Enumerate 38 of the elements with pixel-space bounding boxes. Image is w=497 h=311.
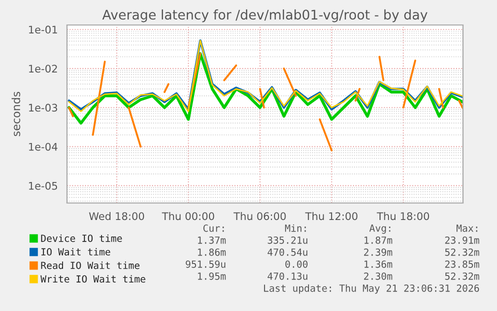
text: 951.59u: [186, 260, 226, 268]
text: Last update: Thu May 21 23:06:31 2026: [264, 284, 479, 294]
legend-label: Read IO Wait time: [41, 262, 140, 270]
y-tick-label: 1e-02: [29, 64, 57, 73]
text: 2.39m: [364, 248, 392, 256]
chart-title: Average latency for /dev/mlab01-vg/root - by day: [102, 9, 428, 22]
line-series: [68, 52, 463, 125]
x-tick-label: Thu 18:00: [376, 212, 430, 220]
text: 1.36m: [364, 260, 392, 268]
text: Max:: [456, 224, 478, 232]
text: 23.85m: [445, 260, 480, 268]
x-tick-label: Thu 06:00: [234, 212, 286, 220]
text: 470.13u: [268, 272, 308, 280]
x-tick-label: Thu 12:00: [305, 212, 358, 220]
legend-label: IO Wait time: [41, 248, 110, 256]
text: Avg:: [369, 224, 390, 234]
y-tick-label: 1e-03: [29, 104, 58, 112]
text: 0.00: [285, 260, 308, 268]
y-tick-label: 1e-04: [29, 142, 58, 151]
text: 23.91m: [445, 236, 480, 244]
legend-label: Device IO time: [41, 234, 122, 242]
y-tick-label: 1e-05: [29, 182, 58, 190]
text: 1.95m: [198, 272, 226, 280]
text: 1.37m: [198, 236, 226, 244]
text: 1.86m: [198, 248, 226, 256]
text: 52.32m: [445, 272, 480, 280]
y-axis-title: seconds: [12, 92, 20, 136]
x-tick-label: Wed 18:00: [89, 212, 144, 220]
text: 52.32m: [445, 248, 480, 256]
text: 2.30m: [364, 272, 392, 280]
text: 335.21u: [268, 236, 308, 244]
y-tick-label: 1e-01: [29, 26, 58, 34]
text: Cur:: [203, 224, 224, 232]
x-tick-label: Thu 00:00: [162, 212, 214, 220]
text: 1.87m: [364, 236, 392, 244]
legend-label: Write IO Wait time: [40, 275, 146, 283]
text: 470.54u: [268, 248, 308, 256]
text: Min:: [285, 224, 306, 232]
